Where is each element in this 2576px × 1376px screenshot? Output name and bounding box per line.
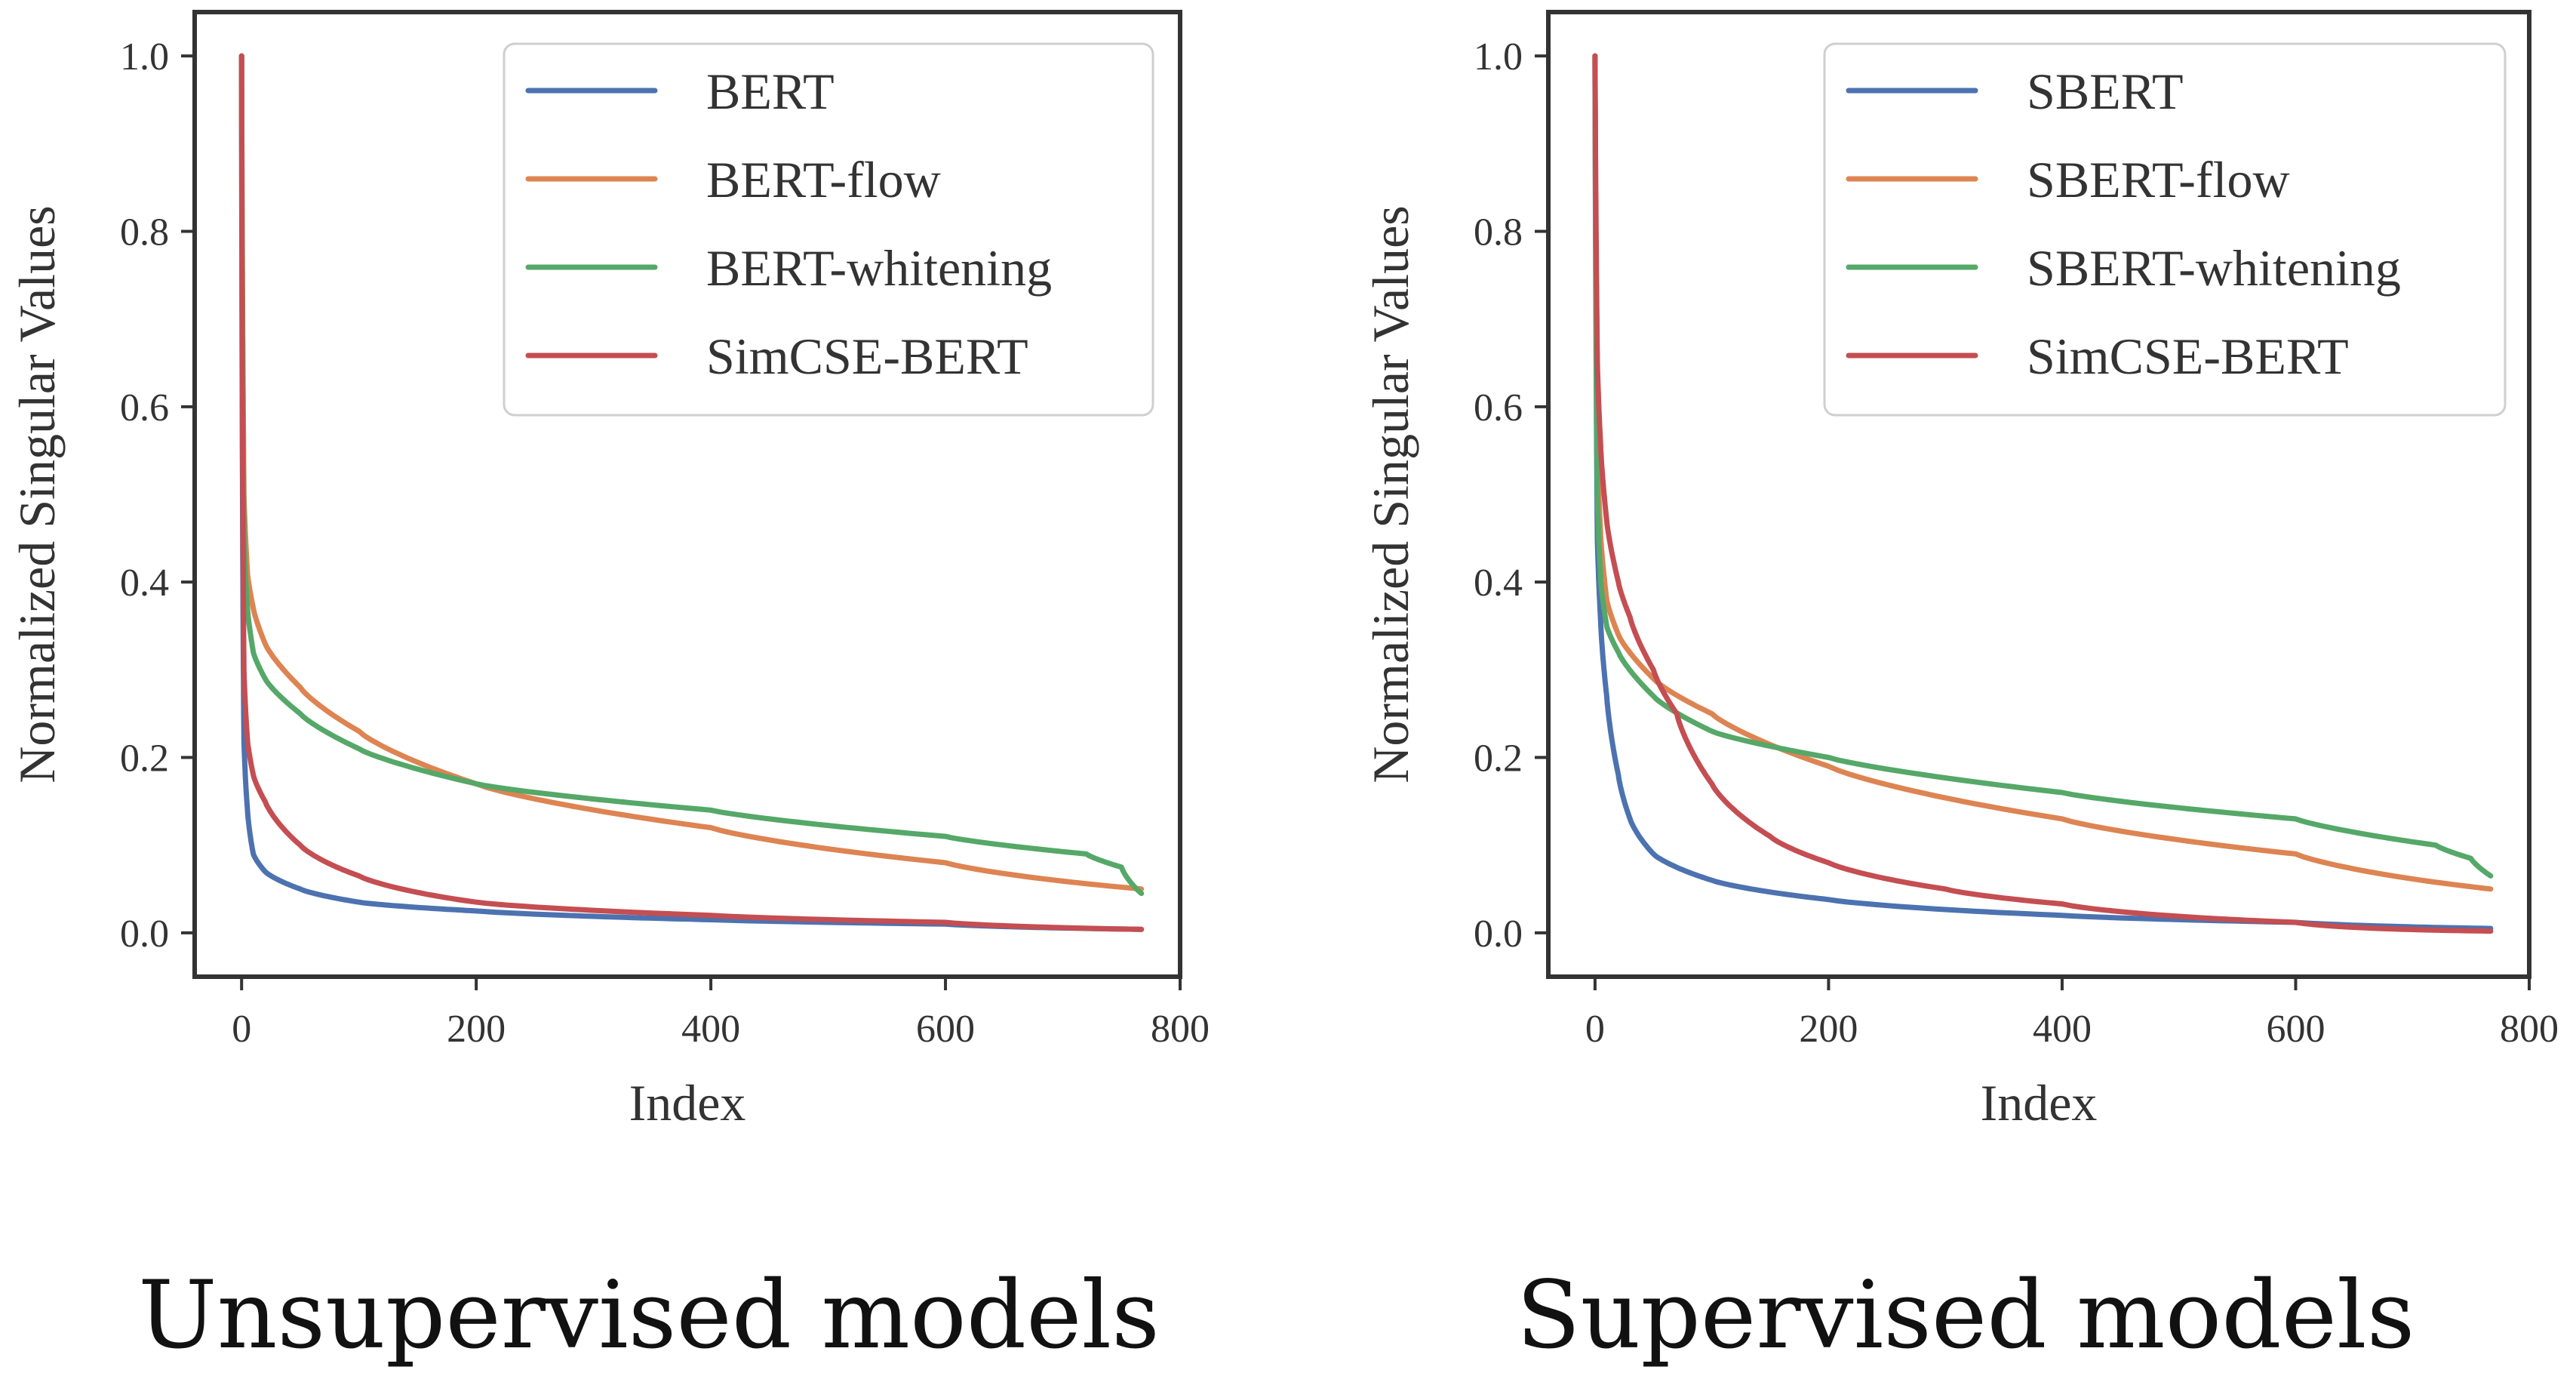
y-tick-label: 0.2 bbox=[120, 737, 169, 780]
y-tick-label: 1.0 bbox=[120, 35, 169, 78]
y-tick-label: 0.4 bbox=[1474, 562, 1523, 605]
legend-label: SimCSE-BERT bbox=[706, 328, 1028, 385]
legend-label: SBERT-whitening bbox=[2027, 239, 2401, 297]
x-tick-label: 600 bbox=[916, 1008, 975, 1051]
legend: SBERT SBERT-flow SBERT-whitening SimCSE-BER… bbox=[1823, 42, 2507, 417]
y-tick-label: 0.4 bbox=[120, 562, 169, 605]
x-axis-title: Index bbox=[629, 1074, 746, 1131]
x-tick-label: 0 bbox=[232, 1008, 251, 1051]
series-line-sbert bbox=[1592, 53, 2494, 931]
x-axis-title: Index bbox=[1981, 1074, 2098, 1131]
x-tick-label: 200 bbox=[447, 1008, 506, 1051]
x-tick-label: 800 bbox=[2500, 1008, 2559, 1051]
series-line-sbert-whitening bbox=[1592, 53, 2494, 879]
series-line-bert bbox=[238, 53, 1145, 932]
legend-label: BERT-flow bbox=[706, 151, 941, 208]
legend-box bbox=[1823, 42, 2507, 417]
y-tick-label: 0.0 bbox=[120, 913, 169, 956]
legend-label: BERT-whitening bbox=[706, 239, 1052, 297]
y-tick-label: 0.8 bbox=[1474, 211, 1523, 254]
legend-label: BERT bbox=[706, 63, 835, 120]
x-tick-label: 400 bbox=[681, 1008, 740, 1051]
plot-frame bbox=[192, 10, 1182, 979]
y-tick-label: 0.0 bbox=[1474, 913, 1523, 956]
series-line-simcse-bert bbox=[1592, 53, 2494, 934]
legend-box bbox=[503, 42, 1154, 417]
y-tick-label: 0.2 bbox=[1474, 737, 1523, 780]
y-axis-title: Normalized Singular Values bbox=[8, 205, 66, 783]
panel-caption: Unsupervised models bbox=[138, 1261, 1160, 1370]
legend-label: SBERT bbox=[2027, 63, 2184, 120]
series-line-simcse-bert bbox=[238, 53, 1145, 932]
y-tick-label: 0.8 bbox=[120, 211, 169, 254]
x-tick-label: 800 bbox=[1151, 1008, 1210, 1051]
chart-panel-2: 0 200 400 600 800 0.0 0.2 0.4 0.6 0.8 1.0 Index Norm… bbox=[1362, 10, 2559, 1370]
legend-label: SBERT-flow bbox=[2027, 151, 2290, 208]
plot-frame bbox=[1546, 10, 2531, 979]
x-tick-label: 200 bbox=[1799, 1008, 1858, 1051]
chart-panel-1: 0 200 400 600 800 0.0 0.2 0.4 0.6 0.8 1.0 Index Norm… bbox=[8, 10, 1210, 1370]
panel-caption: Supervised models bbox=[1517, 1261, 2415, 1370]
x-tick-label: 400 bbox=[2033, 1008, 2092, 1051]
y-tick-label: 0.6 bbox=[120, 386, 169, 429]
legend: BERT BERT-flow BERT-whitening SimCSE-BERT bbox=[503, 42, 1154, 417]
x-tick-label: 600 bbox=[2266, 1008, 2325, 1051]
x-tick-label: 0 bbox=[1585, 1008, 1605, 1051]
series-line-bert-whitening bbox=[238, 53, 1145, 897]
legend-label: SimCSE-BERT bbox=[2027, 328, 2349, 385]
y-tick-label: 1.0 bbox=[1474, 35, 1523, 78]
y-tick-label: 0.6 bbox=[1474, 386, 1523, 429]
y-axis-title: Normalized Singular Values bbox=[1362, 205, 1419, 783]
